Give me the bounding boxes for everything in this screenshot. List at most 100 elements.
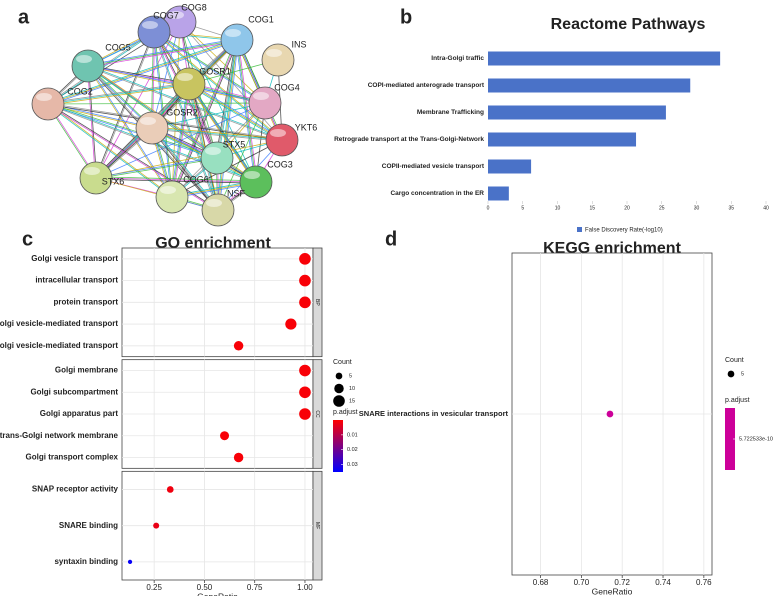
x-axis-title: GeneRatio	[197, 591, 238, 596]
node-label: GOSR2	[166, 107, 198, 117]
legend-dot	[335, 372, 343, 380]
node-highlight	[76, 55, 92, 63]
category-label: Retrograde transport at the Trans-Golgi-…	[334, 136, 484, 143]
edge	[88, 65, 190, 84]
edge	[48, 40, 238, 106]
edge	[47, 104, 172, 198]
dot	[166, 486, 174, 493]
x-tick-label: 35	[728, 205, 734, 211]
colorbar	[725, 408, 735, 470]
legend-title: Count	[333, 359, 352, 366]
edge	[95, 177, 257, 183]
bar	[488, 159, 532, 174]
x-tick-label: 40	[763, 205, 769, 211]
x-tick-label: 0.70	[574, 578, 590, 587]
node-label: COG7	[153, 10, 179, 20]
edge	[189, 83, 258, 182]
category-label: COPII-mediated vesicle transport	[382, 163, 485, 170]
node	[71, 49, 105, 83]
edge	[96, 32, 155, 179]
node-highlight	[244, 171, 260, 179]
edge	[188, 83, 283, 141]
category-label: protein transport	[54, 297, 119, 306]
x-tick-label: 0.76	[696, 578, 712, 587]
x-tick-label: 1.00	[297, 583, 313, 592]
dot	[233, 341, 244, 351]
node-highlight	[266, 49, 282, 57]
dot	[299, 408, 311, 420]
edge	[47, 39, 238, 105]
x-tick-label: 30	[694, 205, 700, 211]
panel-label: c	[22, 228, 33, 250]
node-highlight	[205, 147, 221, 155]
edge	[217, 39, 238, 211]
edge	[151, 127, 283, 141]
legend-title: p.adjust	[725, 397, 750, 404]
dot	[153, 522, 160, 529]
node-label: STX6	[102, 176, 125, 186]
dot	[220, 431, 230, 441]
dot	[285, 318, 297, 330]
category-label: ER to Golgi vesicle-mediated transport	[0, 319, 118, 328]
category-label: Membrane Trafficking	[417, 109, 484, 116]
edge	[187, 84, 218, 211]
node	[201, 193, 235, 227]
legend-label: 0.03	[347, 462, 358, 468]
x-tick-label: 5	[521, 205, 524, 211]
dot	[299, 386, 311, 399]
legend-label: 5.722533e-10	[739, 436, 773, 442]
node-label: COG2	[67, 86, 93, 96]
node	[137, 15, 171, 49]
x-tick-label: 0.72	[614, 578, 630, 587]
node	[155, 180, 189, 214]
chart-title: Reactome Pathways	[551, 16, 706, 33]
node	[220, 23, 254, 57]
bar	[488, 186, 509, 201]
node-highlight	[253, 92, 269, 100]
x-tick-label: 0.74	[655, 578, 671, 587]
legend-label: 15	[349, 398, 355, 404]
legend-title: p.adjust	[333, 409, 358, 416]
bar	[488, 105, 666, 120]
edge	[47, 102, 266, 105]
colorbar	[333, 420, 343, 472]
node-highlight	[142, 21, 158, 29]
legend-label: 5	[741, 371, 744, 377]
panel-label: b	[400, 6, 412, 28]
category-label: Cargo concentration in the ER	[390, 190, 484, 197]
category-label: COPI-mediated anterograde transport	[368, 82, 485, 89]
node	[261, 43, 295, 77]
edge	[95, 157, 217, 178]
edge	[189, 83, 220, 210]
node-highlight	[36, 93, 52, 101]
node-highlight	[168, 11, 184, 19]
edge	[87, 66, 96, 179]
node-label: INS	[291, 39, 306, 49]
panel-label: d	[385, 228, 397, 250]
node-highlight	[225, 29, 241, 37]
edge	[218, 40, 239, 211]
edge	[87, 38, 237, 66]
facet-label: BP	[314, 299, 320, 306]
x-tick-label: 10	[555, 205, 561, 211]
edge	[151, 21, 181, 129]
edge	[87, 66, 172, 198]
edge	[189, 82, 283, 140]
edge	[188, 83, 219, 211]
dot	[606, 410, 614, 418]
x-tick-label: 20	[624, 205, 630, 211]
category-label: trans-Golgi network membrane	[0, 431, 119, 440]
x-tick-label: 0.75	[247, 583, 263, 592]
edge	[152, 126, 283, 140]
dot	[299, 274, 311, 287]
category-label: SNARE interactions in vesicular transpor…	[359, 409, 509, 418]
edge	[48, 103, 219, 210]
legend-label: 5	[349, 373, 352, 379]
node-label: COG8	[181, 2, 207, 12]
edge	[217, 102, 266, 211]
edge	[96, 158, 218, 179]
edge	[153, 32, 265, 104]
node-label: COG6	[183, 174, 209, 184]
category-label: SNARE binding	[59, 521, 118, 530]
edge	[154, 31, 219, 210]
